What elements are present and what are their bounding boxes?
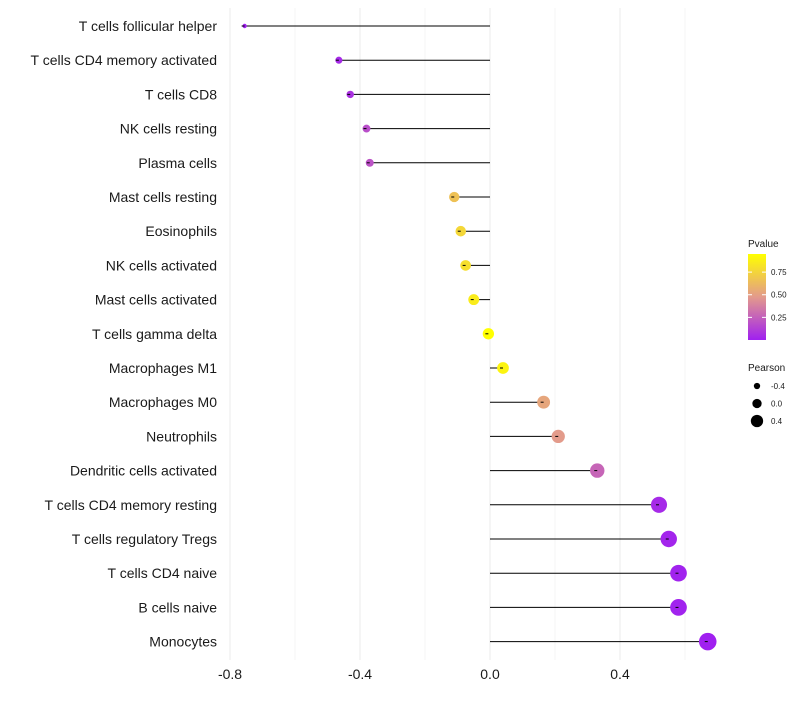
stem-layer bbox=[244, 25, 708, 643]
category-label: T cells regulatory Tregs bbox=[72, 531, 217, 547]
category-label: T cells CD8 bbox=[145, 86, 217, 102]
pearson-legend-items: -0.4 0.0 0.4 bbox=[750, 382, 785, 428]
category-label: T cells CD4 memory resting bbox=[45, 497, 217, 513]
category-labels: T cells follicular helper T cells CD4 mem… bbox=[31, 18, 218, 650]
category-label: Macrophages M0 bbox=[109, 394, 217, 410]
pvalue-colorbar bbox=[748, 254, 766, 340]
legend: Pvalue 0.75 0.50 0.25 Pearson -0.4 0.0 0.4 bbox=[748, 239, 787, 428]
size-legend-label: -0.4 bbox=[771, 382, 785, 391]
x-tick-label: -0.8 bbox=[218, 666, 242, 682]
category-label: NK cells resting bbox=[120, 121, 217, 137]
category-label: Mast cells resting bbox=[109, 189, 217, 205]
x-tick-label: 0.0 bbox=[480, 666, 500, 682]
pvalue-legend-title: Pvalue bbox=[748, 239, 779, 250]
colorbar-tick-label: 0.25 bbox=[771, 313, 787, 322]
category-label: Macrophages M1 bbox=[109, 360, 217, 376]
size-legend-dot bbox=[750, 414, 764, 428]
category-label: Dendritic cells activated bbox=[70, 463, 217, 479]
category-label: T cells CD4 memory activated bbox=[31, 52, 217, 68]
category-label: Neutrophils bbox=[146, 428, 217, 444]
x-axis-ticks: -0.8 -0.4 0.0 0.4 bbox=[218, 666, 630, 682]
category-label: NK cells activated bbox=[106, 257, 217, 273]
x-tick-label: -0.4 bbox=[348, 666, 372, 682]
colorbar-tick-label: 0.50 bbox=[771, 291, 787, 300]
pvalue-legend-ticks: 0.75 0.50 0.25 bbox=[748, 268, 787, 322]
category-label: Mast cells activated bbox=[95, 292, 217, 308]
category-label: T cells CD4 naive bbox=[108, 565, 218, 581]
category-label: Monocytes bbox=[149, 634, 217, 650]
category-label: Plasma cells bbox=[138, 155, 217, 171]
point-layer bbox=[241, 23, 717, 651]
category-label: T cells gamma delta bbox=[92, 326, 217, 342]
category-label: Eosinophils bbox=[145, 223, 217, 239]
grid-layer bbox=[229, 8, 686, 660]
pearson-legend-title: Pearson bbox=[748, 363, 785, 374]
category-label: B cells naive bbox=[138, 599, 217, 615]
size-legend-dot bbox=[752, 398, 762, 409]
size-legend-label: 0.4 bbox=[771, 417, 783, 426]
category-label: T cells follicular helper bbox=[79, 18, 218, 34]
x-tick-label: 0.4 bbox=[610, 666, 630, 682]
colorbar-tick-label: 0.75 bbox=[771, 268, 787, 277]
size-legend-label: 0.0 bbox=[771, 400, 783, 409]
size-legend-dot bbox=[753, 382, 761, 390]
